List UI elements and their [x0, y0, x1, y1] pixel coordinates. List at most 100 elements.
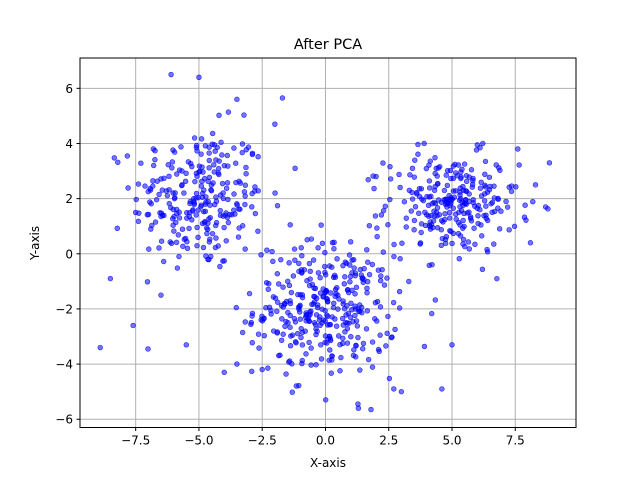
scatter-point	[332, 286, 339, 293]
plot-frame	[79, 57, 577, 428]
scatter-point	[158, 176, 164, 182]
scatter-point	[142, 183, 148, 189]
scatter-point	[322, 307, 328, 314]
scatter-point	[169, 159, 176, 165]
scatter-point	[463, 188, 469, 194]
scatter-point	[202, 201, 209, 207]
scatter-point	[171, 213, 177, 220]
scatter-point	[243, 171, 249, 177]
scatter-point	[293, 340, 299, 346]
scatter-point	[138, 160, 144, 166]
scatter-point	[334, 256, 340, 262]
scatter-point	[299, 253, 305, 259]
scatter-point	[415, 151, 421, 157]
scatter-point	[363, 326, 370, 332]
scatter-point	[337, 342, 343, 348]
scatter-point	[419, 196, 425, 202]
scatter-point	[236, 206, 242, 212]
x-tick-label: −7.5	[121, 434, 150, 448]
scatter-point	[457, 204, 463, 210]
scatter-point	[470, 199, 476, 206]
y-axis-ticks: −6 −4 −2 0 2 4 6	[55, 82, 80, 427]
scatter-point	[450, 175, 457, 181]
scatter-point	[349, 287, 355, 294]
scatter-point	[372, 213, 379, 219]
scatter-point	[347, 279, 353, 285]
scatter-point	[355, 405, 362, 411]
scatter-point	[243, 164, 249, 171]
scatter-point	[329, 264, 335, 270]
scatter-point	[308, 308, 314, 314]
scatter-point	[194, 224, 200, 231]
scatter-point	[446, 209, 453, 216]
scatter-point	[384, 330, 390, 336]
scatter-point	[170, 190, 176, 196]
scatter-point	[442, 216, 448, 223]
scatter-point	[287, 342, 294, 349]
scatter-point	[460, 241, 466, 247]
scatter-point	[299, 360, 305, 367]
scatter-point	[504, 204, 511, 210]
scatter-point	[434, 225, 441, 231]
scatter-point	[192, 178, 198, 185]
scatter-point	[546, 160, 553, 166]
scatter-point	[198, 151, 204, 157]
scatter-point	[483, 203, 489, 209]
scatter-point	[304, 278, 310, 284]
scatter-point	[353, 284, 360, 291]
scatter-point	[208, 187, 215, 194]
scatter-point	[491, 241, 497, 247]
scatter-point	[249, 340, 256, 346]
scatter-point	[312, 294, 318, 300]
scatter-point	[396, 305, 403, 311]
scatter-point	[221, 258, 227, 264]
scatter-point	[188, 160, 194, 167]
scatter-point	[469, 184, 475, 190]
scatter-point	[479, 266, 486, 272]
scatter-point	[412, 157, 418, 163]
scatter-point	[220, 190, 226, 196]
scatter-point	[308, 345, 314, 351]
scatter-point	[406, 278, 412, 285]
scatter-point	[288, 289, 295, 296]
scatter-point	[303, 351, 309, 357]
scatter-point	[266, 281, 272, 287]
scatter-point	[426, 185, 433, 191]
scatter-point	[286, 282, 293, 289]
scatter-point	[482, 182, 488, 189]
scatter-point	[183, 342, 189, 348]
scatter-point	[241, 189, 248, 195]
scatter-point	[344, 325, 351, 332]
scatter-point	[174, 265, 181, 271]
scatter-point	[385, 222, 391, 228]
scatter-point	[207, 202, 213, 208]
scatter-point	[164, 192, 171, 199]
scatter-point	[285, 309, 291, 316]
scatter-point	[457, 189, 463, 195]
scatter-point	[342, 274, 348, 280]
scatter-point	[259, 313, 265, 319]
scatter-point	[302, 328, 308, 334]
scatter-point	[424, 212, 430, 218]
scatter-point	[467, 215, 474, 222]
scatter-point	[289, 389, 295, 395]
scatter-point	[258, 252, 264, 258]
scatter-point	[344, 302, 350, 309]
scatter-point	[352, 272, 359, 279]
scatter-point	[341, 281, 347, 287]
scatter-point	[150, 146, 157, 152]
scatter-point	[327, 336, 334, 342]
scatter-point	[438, 242, 445, 249]
scatter-point	[173, 206, 180, 213]
scatter-point	[297, 316, 304, 322]
scatter-point	[124, 153, 131, 159]
scatter-point	[426, 178, 433, 184]
scatter-point	[483, 212, 489, 218]
scatter-point	[460, 236, 467, 243]
scatter-point	[219, 180, 226, 187]
scatter-point	[275, 299, 281, 305]
scatter-point	[235, 234, 242, 240]
scatter-point	[216, 171, 222, 178]
scatter-point	[374, 233, 380, 240]
scatter-point	[357, 367, 363, 373]
